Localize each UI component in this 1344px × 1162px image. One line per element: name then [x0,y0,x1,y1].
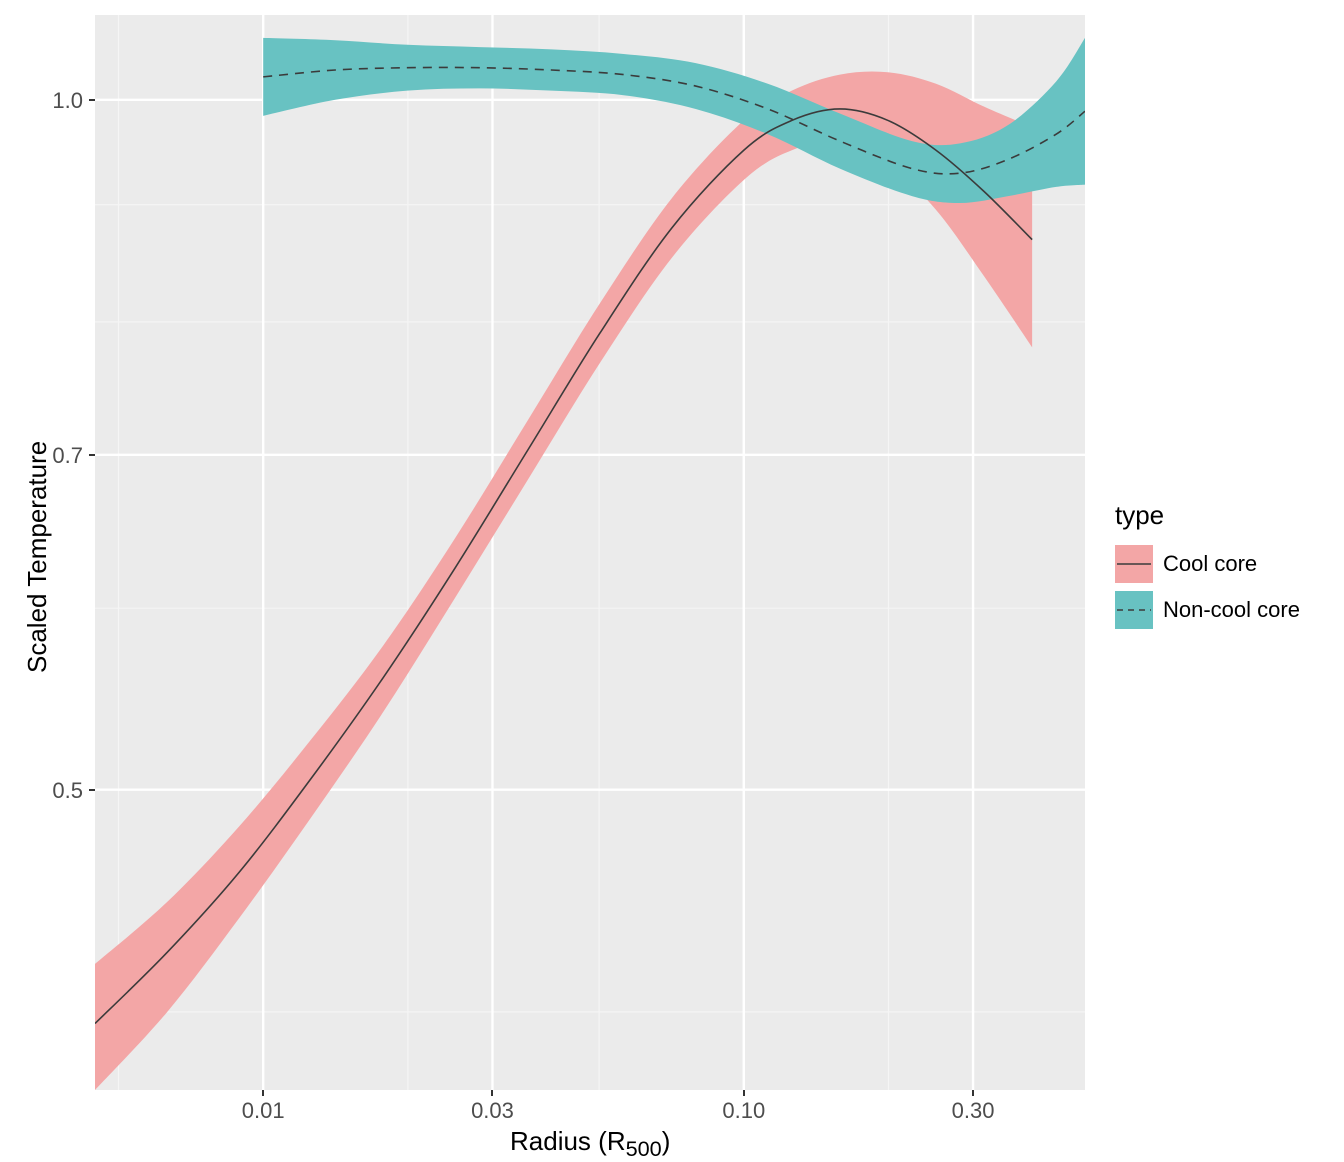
x-axis-label-sub: 500 [626,1136,662,1161]
x-tick-mark [491,1090,493,1096]
y-tick-mark [89,99,95,101]
legend: type Cool core Non-cool core [1115,500,1300,637]
x-tick-label: 0.01 [238,1098,288,1124]
plot-svg [95,15,1085,1090]
legend-label: Cool core [1163,551,1257,577]
chart-container: Scaled Temperature Radius (R500) type Co… [0,0,1344,1152]
y-axis-label: Scaled Temperature [22,440,53,672]
x-tick-mark [743,1090,745,1096]
y-tick-label: 0.5 [52,778,83,804]
legend-label: Non-cool core [1163,597,1300,623]
legend-title: type [1115,500,1300,531]
x-tick-mark [262,1090,264,1096]
legend-key [1115,545,1153,583]
legend-item: Cool core [1115,545,1300,583]
legend-item: Non-cool core [1115,591,1300,629]
x-axis-label: Radius (R500) [510,1126,670,1162]
x-tick-mark [972,1090,974,1096]
y-tick-label: 0.7 [52,443,83,469]
plot-panel [95,15,1085,1090]
y-tick-mark [89,454,95,456]
x-tick-label: 0.03 [467,1098,517,1124]
legend-items: Cool core Non-cool core [1115,545,1300,629]
y-tick-mark [89,789,95,791]
legend-key [1115,591,1153,629]
y-axis-label-text: Scaled Temperature [22,440,52,672]
x-tick-label: 0.30 [948,1098,998,1124]
y-tick-label: 1.0 [52,88,83,114]
x-tick-label: 0.10 [719,1098,769,1124]
